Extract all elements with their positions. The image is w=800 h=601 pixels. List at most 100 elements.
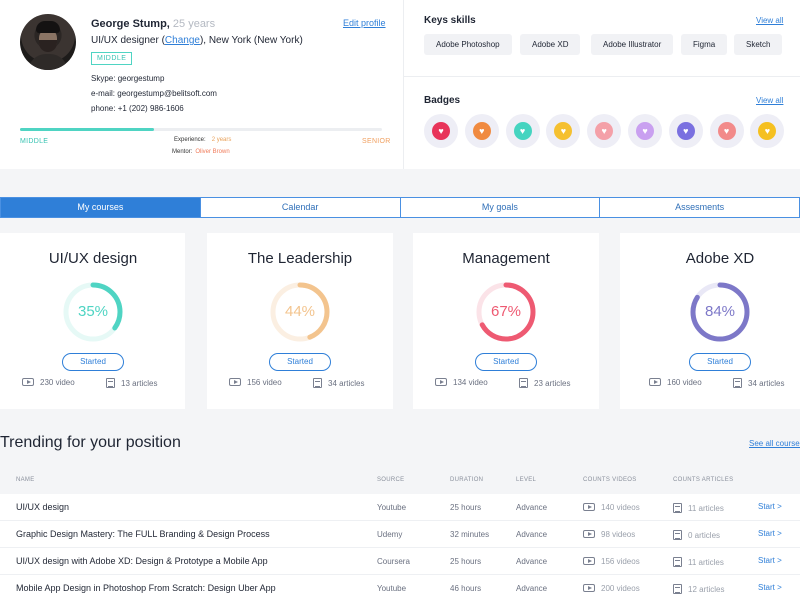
articles-count: 34 articles — [748, 379, 785, 388]
badge-icon[interactable] — [750, 114, 785, 148]
course-videos: 156 video — [229, 378, 282, 387]
start-course-link[interactable]: Start > — [758, 556, 782, 565]
phone-line: phone: +1 (202) 986-1606 — [91, 104, 184, 113]
video-count-value: 140 videos — [601, 503, 640, 512]
skill-chip[interactable]: Sketch — [734, 34, 783, 55]
started-button[interactable]: Started — [475, 353, 537, 371]
see-all-courses-link[interactable]: See all courses — [749, 439, 800, 448]
started-button[interactable]: Started — [62, 353, 124, 371]
articles-count: 34 articles — [328, 379, 365, 388]
column-header: COUNTS ARTICLES — [673, 477, 734, 483]
tab-my-courses[interactable]: My courses — [1, 198, 200, 217]
video-icon — [229, 378, 241, 386]
edit-profile-link[interactable]: Edit profile — [343, 18, 386, 28]
tab-assesments[interactable]: Assesments — [599, 198, 799, 217]
start-course-link[interactable]: Start > — [758, 502, 782, 511]
role-prefix: UI/UX designer ( — [91, 35, 165, 46]
email-line: e-mail: georgestump@belitsoft.com — [91, 89, 217, 98]
course-name[interactable]: UI/UX design — [16, 502, 70, 512]
article-count-value: 11 articles — [688, 504, 724, 513]
start-label: Start — [758, 583, 775, 592]
course-name[interactable]: Graphic Design Mastery: The FULL Brandin… — [16, 529, 270, 539]
course-name[interactable]: UI/UX design with Adobe XD: Design & Pro… — [16, 556, 268, 566]
skills-title: Keys skills — [424, 15, 476, 26]
badge-icon[interactable] — [628, 114, 662, 148]
table-row[interactable]: Mobile App Design in Photoshop From Scra… — [0, 575, 800, 601]
article-count-value: 12 articles — [688, 585, 725, 594]
course-duration: 25 hours — [450, 503, 482, 512]
course-level: Advance — [516, 584, 548, 593]
start-course-link[interactable]: Start > — [758, 583, 782, 592]
skill-chip[interactable]: Adobe Illustrator — [591, 34, 674, 55]
table-row[interactable]: UI/UX design Youtube 25 hours Advance 140 vi… — [0, 494, 800, 521]
badge-icon[interactable] — [709, 114, 744, 148]
skill-chip[interactable]: Adobe Photoshop — [424, 34, 512, 55]
phone-label: phone: — [91, 104, 116, 113]
article-count-value: 0 articles — [688, 531, 721, 540]
course-duration: 25 hours — [450, 557, 482, 566]
tab-calendar[interactable]: Calendar — [199, 198, 400, 217]
badges-view-all-link[interactable]: View all — [756, 96, 784, 105]
course-card[interactable]: Management 67% Started 134 video 23 articles — [413, 233, 599, 409]
experience-line: Experience: 2 years — [174, 137, 231, 143]
course-level: Advance — [516, 557, 548, 566]
article-icon — [673, 557, 682, 567]
divider — [403, 0, 404, 169]
chevron-right-icon: > — [777, 502, 782, 511]
badge-icon[interactable] — [505, 114, 540, 148]
start-label: Start — [758, 502, 775, 511]
video-icon — [22, 378, 34, 386]
article-icon — [106, 378, 115, 388]
role-location: ), New York (New York) — [199, 35, 303, 46]
skill-chip[interactable]: Adobe XD — [520, 34, 581, 55]
course-articles: 34 articles — [733, 378, 784, 388]
heart-icon — [472, 122, 491, 140]
course-video-count: 140 videos — [583, 503, 640, 512]
change-role-link[interactable]: Change — [164, 35, 200, 46]
start-label: Start — [758, 529, 775, 538]
video-icon — [583, 503, 595, 511]
profile-name: George Stump, — [91, 18, 170, 30]
started-button[interactable]: Started — [689, 353, 751, 371]
course-article-count: 12 articles — [673, 584, 724, 594]
column-header: LEVEL — [516, 477, 537, 483]
table-row[interactable]: UI/UX design with Adobe XD: Design & Pro… — [0, 548, 800, 575]
badge-icon[interactable] — [424, 114, 458, 148]
video-count-value: 98 videos — [601, 530, 636, 539]
course-card[interactable]: Adobe XD 84% Started 160 video 34 articles — [620, 233, 800, 409]
course-title: Adobe XD — [685, 250, 755, 267]
started-button[interactable]: Started — [269, 353, 331, 371]
badge-icon[interactable] — [464, 114, 499, 148]
course-percent: 44% — [284, 303, 316, 320]
chevron-right-icon: > — [777, 556, 782, 565]
course-percent: 84% — [704, 303, 736, 320]
course-duration: 32 minutes — [450, 530, 490, 539]
course-name[interactable]: Mobile App Design in Photoshop From Scra… — [16, 583, 276, 593]
article-icon — [313, 378, 322, 388]
course-video-count: 156 videos — [583, 557, 640, 566]
profile-name-line: George Stump, 25 years — [91, 18, 215, 30]
course-progress-ring — [63, 282, 123, 342]
start-course-link[interactable]: Start > — [758, 529, 782, 538]
skills-view-all-link[interactable]: View all — [756, 16, 784, 25]
mentor-label: Mentor: — [172, 149, 193, 155]
skill-chip[interactable]: Figma — [681, 34, 728, 55]
badge-icon[interactable] — [587, 114, 622, 148]
column-header: COUNTS VIDEOS — [583, 477, 637, 483]
badge-icon[interactable] — [668, 114, 703, 148]
course-tabs: My courses Calendar My goals Assesments — [0, 197, 800, 218]
badge-icon[interactable] — [546, 114, 581, 148]
course-source: Youtube — [377, 503, 407, 512]
heart-icon — [717, 122, 736, 140]
course-card[interactable]: The Leadership 44% Started 156 video 34 arti… — [207, 233, 393, 409]
profile-card: George Stump, 25 years Edit profile UI/U… — [0, 0, 403, 169]
tab-my-goals[interactable]: My goals — [399, 198, 600, 217]
table-row[interactable]: Graphic Design Mastery: The FULL Brandin… — [0, 521, 800, 548]
course-level: Advance — [516, 530, 548, 539]
chevron-right-icon: > — [777, 583, 782, 592]
experience-value: 2 years — [211, 137, 232, 143]
level-current: MIDDLE — [20, 138, 49, 145]
course-source: Coursera — [377, 557, 410, 566]
course-duration: 46 hours — [450, 584, 482, 593]
course-card[interactable]: UI/UX design 35% Started 230 video 13 articl… — [0, 233, 185, 409]
